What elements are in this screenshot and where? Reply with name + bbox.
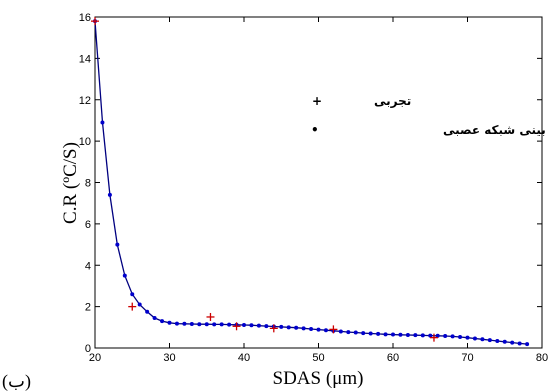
legend: + تجربی • پیش بینی شبکه عصبی bbox=[311, 94, 550, 137]
prediction-point bbox=[249, 323, 254, 328]
prediction-point bbox=[368, 331, 373, 336]
panel-label: (ب) bbox=[2, 371, 31, 392]
prediction-point bbox=[279, 324, 284, 329]
series-layer bbox=[91, 17, 530, 347]
prediction-point bbox=[338, 329, 343, 334]
prediction-point bbox=[100, 120, 105, 125]
prediction-point bbox=[361, 331, 366, 336]
y-axis-ticks: 0 2 4 6 8 10 12 14 16 bbox=[79, 12, 542, 355]
prediction-point bbox=[428, 333, 433, 338]
prediction-point bbox=[391, 332, 395, 337]
x-axis-label: SDAS (μm) bbox=[273, 368, 364, 389]
y-tick-label: 6 bbox=[85, 219, 91, 231]
prediction-point bbox=[212, 322, 217, 327]
prediction-point bbox=[435, 333, 440, 338]
legend-marker-experimental: + bbox=[312, 94, 322, 108]
prediction-point bbox=[487, 338, 492, 343]
prediction-point bbox=[145, 309, 150, 314]
prediction-point bbox=[480, 337, 485, 342]
prediction-point bbox=[353, 330, 358, 335]
prediction-point bbox=[204, 322, 209, 327]
experimental-point bbox=[206, 312, 215, 321]
prediction-point bbox=[189, 322, 194, 327]
y-tick-label: 4 bbox=[85, 260, 91, 272]
x-tick-label: 30 bbox=[163, 352, 175, 364]
x-tick-label: 80 bbox=[536, 352, 548, 364]
prediction-point bbox=[420, 333, 425, 338]
prediction-point bbox=[137, 302, 142, 307]
y-tick-label: 2 bbox=[85, 302, 91, 314]
prediction-point bbox=[115, 242, 120, 247]
prediction-point bbox=[517, 341, 522, 346]
prediction-point bbox=[525, 342, 530, 347]
prediction-point bbox=[227, 322, 232, 327]
y-tick-label: 10 bbox=[79, 136, 91, 148]
prediction-point bbox=[443, 334, 448, 339]
prediction-point bbox=[458, 335, 463, 340]
prediction-point bbox=[242, 323, 246, 328]
y-axis-label: C.R (ºC/S) bbox=[60, 142, 81, 224]
plot-area bbox=[94, 16, 543, 349]
y-tick-label: 0 bbox=[85, 343, 91, 355]
prediction-point bbox=[130, 292, 135, 297]
prediction-point bbox=[502, 339, 507, 344]
x-tick-label: 70 bbox=[461, 352, 473, 364]
prediction-point bbox=[472, 336, 477, 341]
prediction-point bbox=[122, 273, 127, 278]
prediction-point bbox=[405, 332, 410, 337]
prediction-point bbox=[413, 333, 418, 338]
prediction-point bbox=[383, 332, 388, 337]
prediction-point bbox=[152, 316, 157, 321]
x-axis-ticks: 20 30 40 50 60 70 80 bbox=[89, 17, 548, 364]
y-tick-label: 8 bbox=[85, 178, 91, 190]
prediction-point bbox=[219, 322, 224, 327]
experimental-point bbox=[269, 324, 278, 333]
prediction-point bbox=[309, 326, 314, 331]
prediction-point bbox=[256, 323, 261, 328]
prediction-point bbox=[107, 192, 112, 197]
experimental-point bbox=[128, 302, 137, 311]
legend-marker-prediction: • bbox=[311, 123, 319, 137]
experimental-point bbox=[232, 322, 241, 331]
x-tick-label: 40 bbox=[238, 352, 250, 364]
y-tick-label: 16 bbox=[79, 12, 91, 24]
y-tick-label: 14 bbox=[79, 53, 91, 65]
prediction-point bbox=[510, 340, 515, 345]
x-tick-label: 50 bbox=[312, 352, 324, 364]
x-tick-label: 20 bbox=[89, 352, 101, 364]
prediction-point bbox=[286, 325, 291, 330]
x-tick-label: 60 bbox=[387, 352, 399, 364]
y-tick-label: 12 bbox=[79, 95, 91, 107]
prediction-point bbox=[182, 321, 187, 326]
experimental-point bbox=[91, 17, 99, 26]
prediction-point bbox=[495, 338, 500, 343]
prediction-point bbox=[174, 321, 179, 326]
prediction-point bbox=[465, 335, 470, 340]
prediction-point bbox=[301, 326, 306, 331]
prediction-point bbox=[160, 319, 165, 324]
prediction-point bbox=[450, 334, 455, 339]
prediction-point bbox=[294, 325, 299, 330]
prediction-point bbox=[346, 330, 351, 335]
prediction-point bbox=[264, 324, 269, 329]
experimental-point bbox=[429, 333, 438, 342]
prediction-point bbox=[323, 328, 328, 333]
prediction-point bbox=[197, 322, 202, 327]
experimental-point bbox=[329, 325, 338, 334]
legend-label-experimental: تجربی bbox=[374, 94, 411, 108]
prediction-point bbox=[376, 331, 381, 336]
prediction-point bbox=[398, 332, 403, 337]
prediction-point bbox=[316, 327, 321, 332]
legend-label-prediction: پیش بینی شبکه عصبی bbox=[443, 123, 550, 137]
prediction-point bbox=[167, 320, 172, 325]
